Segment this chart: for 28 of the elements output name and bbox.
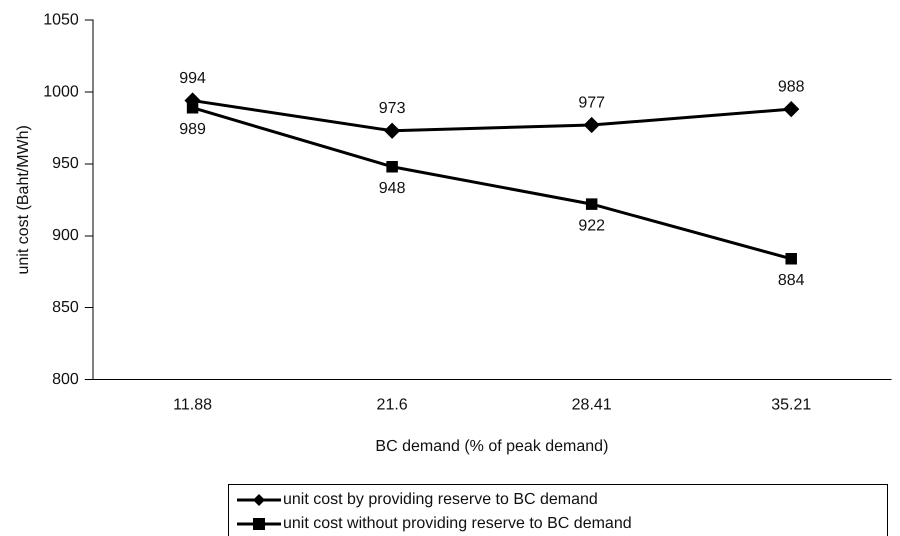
point bbox=[384, 123, 400, 138]
y-tick-label: 1050 bbox=[43, 11, 79, 28]
y-tick-label: 900 bbox=[52, 227, 79, 244]
y-tick-label: 800 bbox=[52, 371, 79, 388]
x-axis-title: BC demand (% of peak demand) bbox=[375, 438, 608, 455]
y-axis-title: unit cost (Baht/MWh) bbox=[15, 125, 32, 274]
point bbox=[386, 160, 398, 172]
x-tick-label: 11.88 bbox=[173, 396, 212, 414]
x-tick-label: 35.21 bbox=[771, 396, 812, 414]
point bbox=[785, 253, 797, 265]
data-label: 994 bbox=[179, 70, 206, 87]
data-label: 948 bbox=[378, 180, 406, 198]
point bbox=[784, 102, 799, 117]
data-label: 977 bbox=[578, 94, 606, 112]
data-label: 922 bbox=[578, 218, 606, 235]
legend-label: unit cost by providing reserve to BC demand bbox=[283, 491, 598, 508]
x-tick-label: 28.41 bbox=[572, 396, 612, 414]
data-label: 989 bbox=[179, 121, 206, 138]
y-tick-label: 1000 bbox=[43, 83, 79, 100]
y-tick-label: 850 bbox=[52, 299, 79, 316]
point bbox=[584, 118, 600, 133]
legend-label: unit cost without providing reserve to BC demand bbox=[283, 515, 632, 532]
point bbox=[586, 198, 598, 210]
data-label: 884 bbox=[778, 272, 805, 290]
x-tick-label: 21.6 bbox=[376, 396, 408, 414]
data-label: 973 bbox=[378, 100, 406, 118]
y-tick-label: 950 bbox=[52, 155, 79, 172]
data-label: 988 bbox=[778, 78, 805, 96]
